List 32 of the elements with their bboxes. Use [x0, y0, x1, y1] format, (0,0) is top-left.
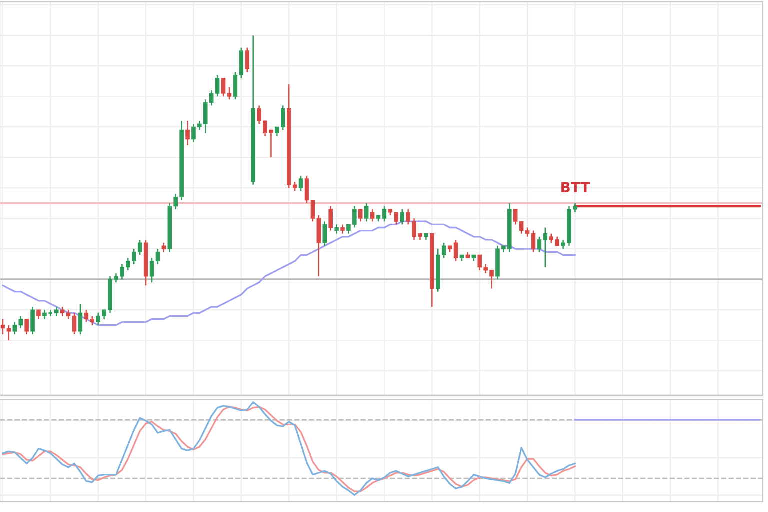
candlestick — [36, 309, 41, 320]
candlestick — [400, 208, 404, 226]
candlestick — [304, 175, 310, 204]
candlestick — [162, 242, 166, 253]
candlestick — [245, 47, 250, 73]
candlestick — [72, 312, 77, 336]
candlestick — [186, 120, 190, 146]
candlestick — [156, 248, 160, 265]
series-label: BTT — [562, 182, 590, 192]
candlestick — [221, 78, 226, 98]
candlestick — [340, 224, 345, 234]
candlestick — [537, 236, 542, 253]
candlestick — [370, 208, 375, 222]
candlestick — [358, 208, 363, 222]
candlestick — [0, 318, 6, 336]
candlestick — [328, 206, 333, 232]
candlestick — [42, 309, 47, 320]
candlestick — [322, 221, 327, 247]
candlestick — [298, 175, 304, 192]
candlestick — [54, 306, 59, 317]
candlestick — [6, 324, 12, 342]
candlestick — [382, 206, 387, 222]
candlestick — [364, 202, 369, 222]
candlestick — [30, 306, 35, 336]
candlestick — [334, 224, 339, 234]
candlestick — [78, 303, 83, 336]
candlestick — [24, 318, 29, 336]
candlestick — [531, 230, 536, 253]
candlestick — [150, 258, 154, 284]
candlestick — [543, 227, 548, 268]
candlestick — [454, 239, 458, 262]
candlestick — [227, 86, 232, 100]
